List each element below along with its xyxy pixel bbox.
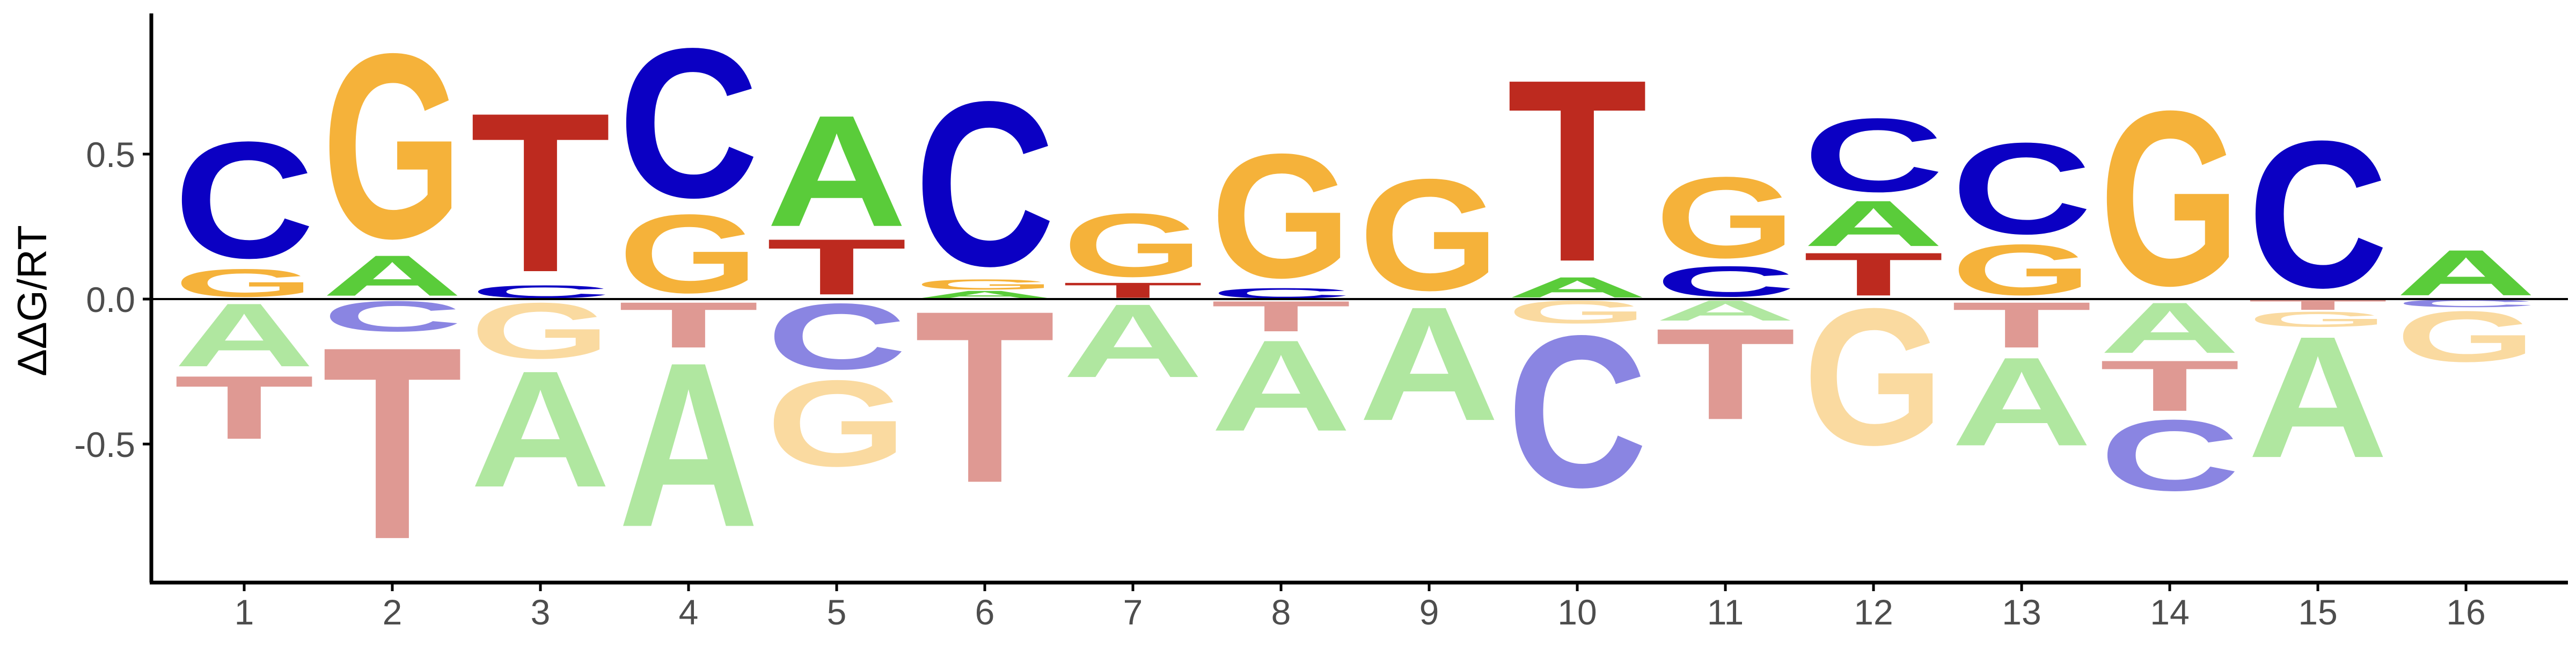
x-tick-label: 15 xyxy=(2298,592,2337,632)
logo-letter-t-pos-4: T xyxy=(618,289,759,361)
x-tick-label: 6 xyxy=(975,592,995,632)
logo-letter-t-pos-1: T xyxy=(174,357,314,458)
x-tick-label: 3 xyxy=(531,592,551,632)
logo-letter-a-pos-9: A xyxy=(1359,273,1499,455)
y-tick-label: 0.0 xyxy=(86,280,135,319)
logo-letter-g-pos-5: G xyxy=(766,355,907,492)
logo-letter-g-pos-16: G xyxy=(2396,296,2536,377)
logo-letter-t-pos-10: T xyxy=(1507,25,1648,316)
logo-letter-g-pos-11: G xyxy=(1655,153,1796,282)
logo-letter-g-pos-8: G xyxy=(1211,117,1351,315)
x-tick-label: 14 xyxy=(2150,592,2189,632)
logo-letter-t-pos-12: T xyxy=(1803,240,1944,309)
logo-letter-a-pos-7: A xyxy=(1063,282,1203,399)
y-tick-label: 0.5 xyxy=(86,135,135,175)
logo-letter-c-pos-1: C xyxy=(174,107,314,293)
y-tick-label: -0.5 xyxy=(74,425,135,464)
logo-letter-t-pos-6: T xyxy=(914,260,1055,534)
logo-letter-c-pos-4: C xyxy=(618,4,759,242)
x-tick-label: 1 xyxy=(235,592,254,632)
logo-letter-a-pos-5: A xyxy=(766,82,907,260)
logo-letter-a-pos-15: A xyxy=(2248,300,2388,494)
x-tick-label: 5 xyxy=(827,592,847,632)
logo-letter-a-pos-2: A xyxy=(322,243,463,308)
logo-letter-t-pos-8: T xyxy=(1211,292,1351,340)
logo-letter-c-pos-11: C xyxy=(1655,257,1796,306)
logo-letter-g-pos-15: G xyxy=(2248,307,2388,331)
x-tick-label: 10 xyxy=(1557,592,1597,632)
x-tick-label: 4 xyxy=(679,592,699,632)
x-tick-label: 11 xyxy=(1707,592,1744,632)
logo-letter-t-pos-11: T xyxy=(1655,301,1796,446)
logo-letter-g-pos-13: G xyxy=(1951,230,2092,310)
x-tick-label: 7 xyxy=(1123,592,1143,632)
logo-letter-g-pos-2: G xyxy=(322,0,463,294)
logo-letter-t-pos-14: T xyxy=(2099,346,2240,426)
logo-letter-t-pos-3: T xyxy=(470,66,611,319)
logo-letter-g-pos-9: G xyxy=(1359,147,1499,324)
x-tick-label: 16 xyxy=(2446,592,2485,632)
logo-letter-g-pos-1: G xyxy=(174,261,314,306)
logo-letter-g-pos-3: G xyxy=(470,287,611,375)
x-tick-label: 13 xyxy=(2002,592,2041,632)
logo-letter-g-pos-6: G xyxy=(914,277,1055,293)
logo-letter-t-pos-13: T xyxy=(1951,289,2092,361)
logo-letter-g-pos-12: G xyxy=(1803,268,1944,486)
logo-letter-a-pos-16: A xyxy=(2396,237,2536,309)
logo-letter-a-pos-13: A xyxy=(1951,331,2092,472)
logo-letter-c-pos-6: C xyxy=(914,53,1055,315)
x-tick-label: 8 xyxy=(1271,592,1291,632)
logo-letter-a-pos-8: A xyxy=(1211,314,1351,459)
logo-letter-c-pos-14: C xyxy=(2099,399,2240,512)
x-tick-label: 2 xyxy=(383,592,402,632)
logo-letter-c-pos-12: C xyxy=(1803,97,1944,214)
y-axis-label: ΔΔG/RT xyxy=(10,225,55,376)
logo-letter-c-pos-15: C xyxy=(2248,97,2388,331)
logo-letter-c-pos-13: C xyxy=(1951,116,2092,261)
logo-letter-a-pos-14: A xyxy=(2099,287,2240,368)
logo-letter-t-pos-5: T xyxy=(766,223,907,311)
logo-letter-c-pos-10: C xyxy=(1507,291,1648,533)
logo-letter-a-pos-12: A xyxy=(1803,187,1944,260)
logo-letter-a-pos-6: A xyxy=(914,289,1055,301)
logo-letter-a-pos-4: A xyxy=(618,314,759,576)
logo-letter-t-pos-2: T xyxy=(322,289,463,596)
logo-letter-g-pos-7: G xyxy=(1063,195,1203,296)
logo-letter-g-pos-4: G xyxy=(618,191,759,316)
x-tick-label: 12 xyxy=(1854,592,1893,632)
x-tick-label: 9 xyxy=(1419,592,1439,632)
logo-letter-g-pos-14: G xyxy=(2099,59,2240,337)
logo-letter-a-pos-3: A xyxy=(470,337,611,522)
logo-letter-c-pos-16: C xyxy=(2396,297,2536,310)
logo-letter-c-pos-5: C xyxy=(766,284,907,389)
logo-letter-a-pos-1: A xyxy=(174,285,314,386)
